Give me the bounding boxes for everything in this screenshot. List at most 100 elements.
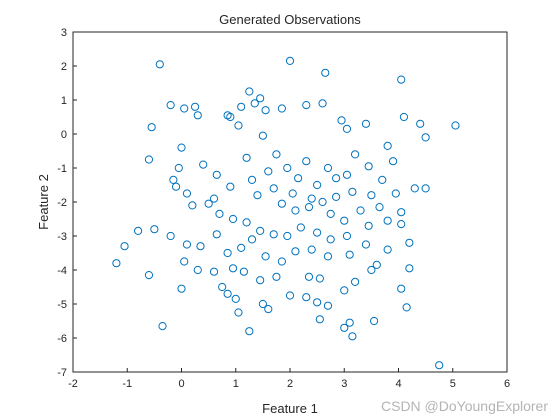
y-tick-label: -4 [57, 265, 67, 277]
data-point [134, 226, 143, 235]
y-tick-label: -3 [57, 231, 67, 243]
data-point [348, 187, 357, 196]
data-point [405, 238, 414, 247]
data-point [277, 257, 286, 266]
data-point [239, 267, 248, 276]
points-layer [112, 56, 460, 370]
data-point [147, 123, 156, 132]
x-tick-label: -2 [68, 378, 78, 390]
data-point [144, 271, 154, 280]
data-point [247, 235, 257, 244]
data-point [323, 163, 333, 173]
y-tick-label: 1 [61, 95, 67, 107]
data-point [272, 150, 281, 159]
data-point [182, 240, 192, 249]
data-point [364, 162, 373, 171]
data-point [264, 305, 273, 314]
data-point [288, 189, 297, 198]
data-point [209, 267, 219, 276]
data-point [277, 199, 286, 208]
data-point [307, 245, 316, 254]
data-point [226, 182, 235, 191]
data-point [245, 87, 254, 96]
data-point [112, 259, 121, 268]
data-point [212, 170, 221, 179]
y-tick-label: 3 [61, 27, 67, 39]
data-point [256, 226, 265, 235]
data-point [253, 191, 262, 200]
data-point [383, 245, 392, 254]
data-point [272, 272, 281, 281]
data-point [397, 220, 406, 229]
y-tick-label: 2 [61, 61, 67, 73]
data-point [174, 163, 183, 173]
x-tick-label: 6 [504, 378, 510, 390]
data-point [228, 214, 238, 224]
data-point [361, 240, 371, 249]
data-point [451, 121, 460, 130]
data-point [180, 257, 189, 266]
data-point [399, 112, 409, 122]
data-point [177, 143, 186, 152]
data-point [247, 175, 257, 184]
data-point [177, 284, 186, 293]
data-point [307, 194, 316, 203]
data-point [250, 99, 259, 108]
data-point [356, 206, 365, 215]
data-point [256, 276, 265, 285]
data-point [405, 264, 414, 273]
data-point [421, 133, 430, 142]
data-point [340, 216, 349, 225]
data-point [332, 192, 341, 201]
data-point [340, 286, 349, 295]
data-point [245, 327, 254, 336]
x-tick-label: 2 [287, 378, 293, 390]
data-point [242, 153, 251, 162]
data-point [351, 277, 360, 286]
data-point [204, 199, 213, 208]
data-point [155, 60, 164, 69]
data-point [212, 230, 221, 239]
data-point [367, 265, 376, 275]
data-point [209, 194, 219, 203]
data-point [242, 218, 251, 227]
data-point [215, 209, 224, 218]
data-point [302, 293, 311, 302]
data-point [258, 299, 267, 309]
data-point [337, 116, 346, 125]
x-tick-label: -1 [122, 378, 132, 390]
data-point [166, 231, 175, 241]
y-tick-label: -5 [57, 299, 67, 311]
data-point [158, 322, 167, 331]
data-point [397, 284, 406, 293]
data-point [269, 230, 278, 239]
data-point [258, 131, 267, 140]
x-tick-label: 4 [395, 378, 401, 390]
data-point [283, 163, 292, 173]
data-point [291, 206, 300, 215]
data-point [285, 56, 295, 66]
data-point [231, 294, 240, 303]
data-point [269, 184, 278, 193]
data-point [361, 119, 371, 128]
data-point [345, 318, 354, 327]
data-point [277, 104, 286, 113]
data-point [388, 157, 398, 166]
data-point [304, 272, 314, 281]
data-point [340, 323, 349, 332]
data-point [283, 231, 292, 241]
x-tick-label: 1 [233, 378, 239, 390]
data-point [397, 75, 406, 84]
x-tick-label: 5 [450, 378, 456, 390]
data-point [372, 260, 381, 269]
data-point [218, 282, 227, 292]
data-point [342, 124, 352, 133]
data-point [234, 121, 243, 130]
data-point [342, 170, 352, 179]
data-point [318, 197, 327, 207]
data-point [291, 247, 300, 256]
y-tick-label: -7 [57, 367, 67, 379]
data-point [285, 291, 295, 300]
x-tick-label: 3 [341, 378, 347, 390]
data-point [364, 221, 373, 230]
